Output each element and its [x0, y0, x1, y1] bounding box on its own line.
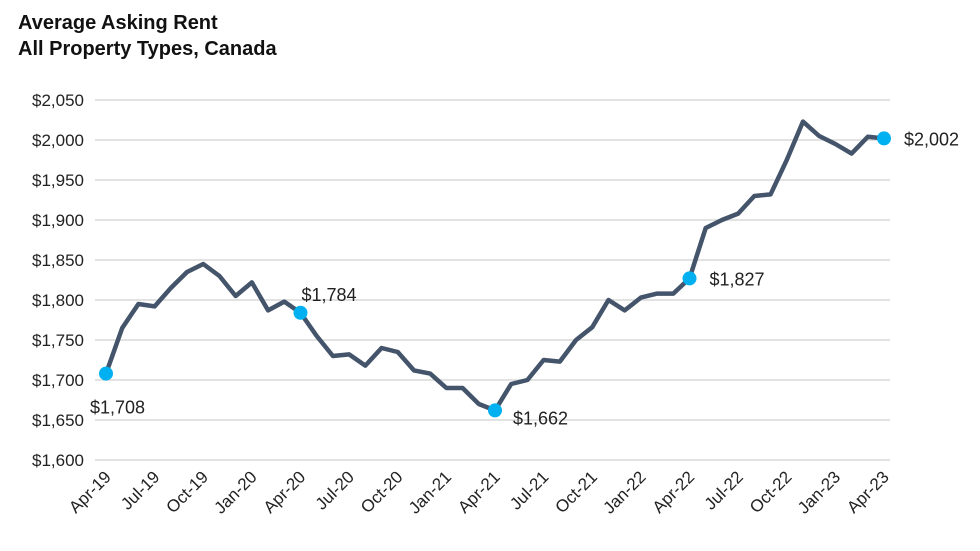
x-tick-label: Apr-19: [65, 467, 115, 517]
chart-title-line: Average Asking Rent: [18, 12, 218, 34]
y-tick-label: $2,050: [32, 91, 84, 110]
x-tick-label: Apr-23: [843, 467, 893, 517]
chart-subtitle: All Property Types, Canada: [18, 38, 277, 60]
x-tick-label: Jul-22: [701, 467, 747, 513]
x-tick-label: Apr-22: [649, 467, 699, 517]
x-tick-label: Jul-19: [117, 467, 163, 513]
chart-title: Average Asking Rent All Property Types, …: [18, 10, 277, 62]
data-point-marker: [488, 403, 502, 418]
y-tick-label: $1,900: [32, 211, 84, 230]
y-tick-label: $1,600: [32, 451, 84, 470]
y-tick-label: $1,850: [32, 251, 84, 270]
x-tick-label: Jul-20: [312, 467, 358, 513]
data-point-marker: [877, 131, 891, 146]
x-tick-label: Jan-22: [600, 467, 650, 517]
data-point-marker: [682, 271, 697, 286]
y-tick-label: $1,800: [32, 291, 84, 310]
x-tick-label: Jul-21: [506, 467, 552, 513]
data-label: $2,002: [904, 129, 959, 149]
x-tick-label: Oct-21: [552, 467, 602, 517]
y-tick-label: $1,700: [32, 371, 84, 390]
x-tick-label: Jan-23: [794, 467, 844, 517]
data-point-marker: [293, 305, 308, 320]
x-tick-label: Jan-20: [211, 467, 261, 517]
data-label: $1,784: [302, 285, 357, 305]
data-point-marker: [99, 366, 113, 381]
data-label: $1,662: [513, 408, 568, 428]
data-label: $1,827: [710, 269, 765, 289]
x-tick-label: Oct-22: [746, 467, 796, 517]
data-label: $1,708: [90, 398, 145, 418]
x-tick-label: Oct-19: [163, 467, 213, 517]
series-line: [103, 119, 885, 413]
x-tick-label: Apr-21: [454, 467, 504, 517]
y-tick-label: $1,650: [32, 411, 84, 430]
y-tick-label: $1,950: [32, 171, 84, 190]
x-tick-label: Jan-21: [405, 467, 455, 517]
x-tick-label: Apr-20: [260, 467, 310, 517]
x-tick-label: Oct-20: [357, 467, 407, 517]
y-tick-label: $2,000: [32, 131, 84, 150]
y-tick-label: $1,750: [32, 331, 84, 350]
